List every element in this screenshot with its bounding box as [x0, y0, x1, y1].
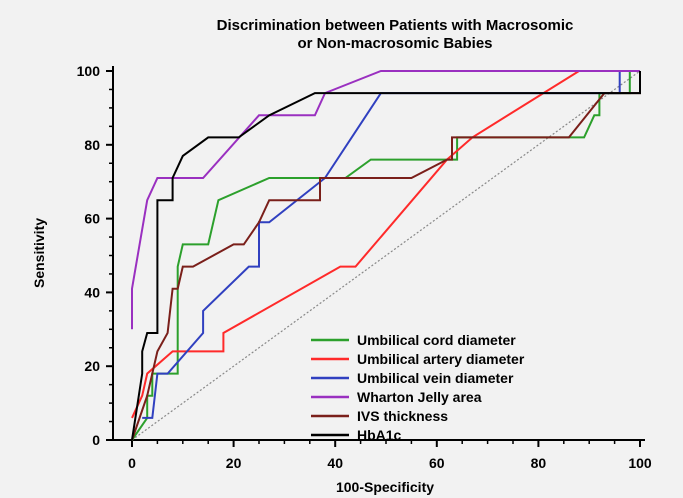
series-lines	[131, 70, 641, 441]
y-tick-label: 100	[77, 63, 101, 79]
legend-label: Wharton Jelly area	[357, 389, 482, 405]
diagonal-reference-line	[131, 70, 641, 441]
x-tick-label: 0	[128, 455, 136, 471]
series-line-wharton-jelly-area	[131, 70, 640, 330]
y-tick-label: 40	[84, 284, 100, 300]
series-line-ivs-thickness	[131, 71, 641, 441]
y-tick-label: 0	[92, 432, 100, 448]
y-tick-label: 20	[84, 358, 100, 374]
x-ticks: 0 20 40 60 80 100	[128, 440, 652, 471]
legend-label: HbA1c	[357, 427, 402, 443]
y-ticks: 0 20 40 60 80 100	[77, 63, 113, 448]
legend-label: IVS thickness	[357, 408, 448, 424]
chart-title-line-2: or Non-macrosomic Babies	[297, 35, 492, 52]
legend-label: Umbilical vein diameter	[357, 370, 514, 386]
x-tick-label: 40	[327, 455, 343, 471]
y-tick-label: 60	[84, 211, 100, 227]
x-tick-label: 80	[531, 455, 547, 471]
axes	[112, 66, 645, 441]
x-axis-title: 100-Specificity	[336, 479, 434, 495]
x-tick-label: 100	[628, 455, 652, 471]
x-tick-label: 60	[429, 455, 445, 471]
legend-label: Umbilical artery diameter	[357, 351, 525, 367]
y-tick-label: 80	[84, 137, 100, 153]
legend: Umbilical cord diameter Umbilical artery …	[311, 332, 525, 443]
series-line-umbilical-artery-diameter	[131, 70, 640, 419]
x-tick-label: 20	[226, 455, 242, 471]
chart-title-line-1: Discrimination between Patients with Mac…	[217, 17, 574, 34]
legend-label: Umbilical cord diameter	[357, 332, 516, 348]
y-axis-title: Sensitivity	[31, 218, 47, 288]
series-line-hba1c	[131, 71, 641, 441]
